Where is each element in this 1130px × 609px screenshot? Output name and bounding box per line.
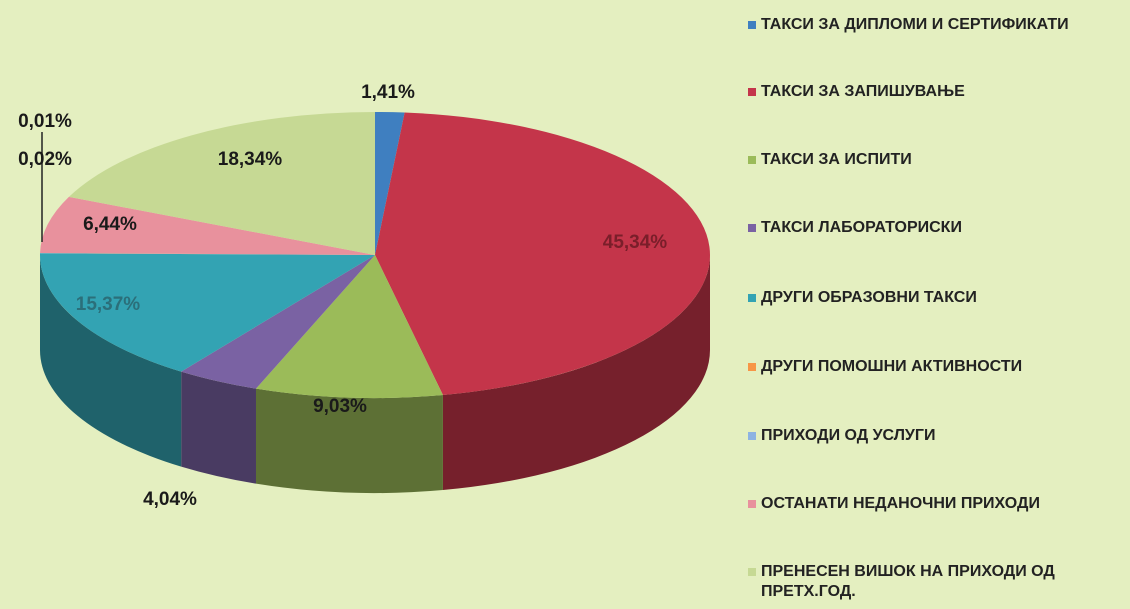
- legend-item: ТАКСИ ЗА ИСПИТИ: [748, 150, 1123, 170]
- slice-side: [255, 388, 443, 494]
- slice: [39, 253, 375, 372]
- slice: [40, 196, 375, 255]
- slice: [375, 112, 711, 396]
- legend-item: ПРИХОДИ ОД УСЛУГИ: [748, 426, 1123, 446]
- legend-label: ПРИХОДИ ОД УСЛУГИ: [761, 427, 936, 444]
- data-label: 4,04%: [143, 489, 197, 510]
- legend-label: ТАКСИ ЗА ИСПИТИ: [761, 151, 912, 168]
- legend-item: ОСТАНАТИ НЕДАНОЧНИ ПРИХОДИ: [748, 494, 1123, 514]
- legend-swatch: [748, 21, 756, 29]
- legend-item: ДРУГИ ОБРАЗОВНИ ТАКСИ: [748, 288, 1123, 308]
- legend-swatch: [748, 568, 756, 576]
- legend-swatch: [748, 156, 756, 164]
- data-label: 0,02%: [18, 149, 72, 170]
- legend-item: ТАКСИ ЗА ДИПЛОМИ И СЕРТИФИКАТИ: [748, 15, 1123, 35]
- slice-side: [442, 255, 710, 491]
- legend-label: ПРЕНЕСЕН ВИШОК НА ПРИХОДИ ОД ПРЕТХ.ГОД.: [761, 563, 1055, 600]
- data-label: 45,34%: [603, 232, 668, 253]
- slice: [40, 253, 375, 255]
- legend-item: ПРЕНЕСЕН ВИШОК НА ПРИХОДИ ОД ПРЕТХ.ГОД.: [748, 562, 1123, 602]
- legend-swatch: [748, 432, 756, 440]
- slice: [255, 255, 443, 399]
- data-label: 15,37%: [76, 294, 141, 315]
- legend-swatch: [748, 363, 756, 371]
- data-label: 1,41%: [361, 82, 415, 103]
- slice: [181, 255, 375, 389]
- data-label: 9,03%: [313, 396, 367, 417]
- slice-side: [40, 255, 182, 467]
- data-label: 6,44%: [83, 214, 137, 235]
- legend-label: ОСТАНАТИ НЕДАНОЧНИ ПРИХОДИ: [761, 495, 1040, 512]
- legend-label: ТАКСИ ЗА ЗАПИШУВАЊЕ: [761, 83, 965, 100]
- slice: [68, 112, 376, 255]
- legend-swatch: [748, 88, 756, 96]
- legend-item: ТАКСИ ЛАБОРАТОРИСКИ: [748, 218, 1123, 238]
- legend-swatch: [748, 500, 756, 508]
- legend-swatch: [748, 294, 756, 302]
- slice: [40, 253, 376, 255]
- pie-area: 1,41% 45,34% 9,03% 4,04% 15,37% 0,01% 0,02% 6,4…: [18, 82, 711, 510]
- legend-swatch: [748, 224, 756, 232]
- legend-item: ТАКСИ ЗА ЗАПИШУВАЊЕ: [748, 82, 1123, 102]
- legend-item: ДРУГИ ПОМОШНИ АКТИВНОСТИ: [748, 357, 1123, 377]
- slice: [375, 112, 405, 255]
- data-label: 0,01%: [18, 111, 72, 132]
- legend-label: ДРУГИ ПОМОШНИ АКТИВНОСТИ: [761, 358, 1023, 375]
- slice-side: [181, 371, 256, 484]
- data-label: 18,34%: [218, 149, 283, 170]
- legend-label: ТАКСИ ЗА ДИПЛОМИ И СЕРТИФИКАТИ: [761, 16, 1069, 33]
- legend-label: ДРУГИ ОБРАЗОВНИ ТАКСИ: [761, 289, 977, 306]
- legend-label: ТАКСИ ЛАБОРАТОРИСКИ: [761, 219, 962, 236]
